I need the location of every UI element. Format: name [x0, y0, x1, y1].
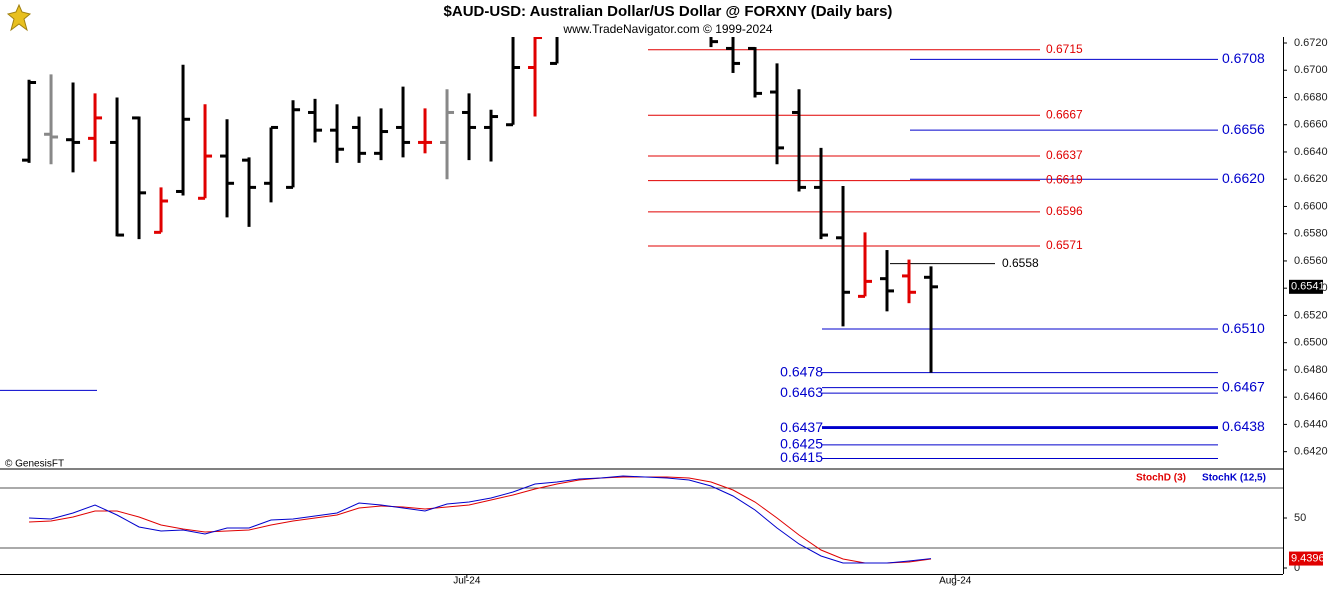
level-label: 0.6478	[780, 363, 823, 379]
watermark: © GenesisFT	[5, 459, 64, 470]
last-price-box	[1289, 279, 1323, 294]
stoch-line	[29, 475, 932, 564]
level-label: 0.6715	[1046, 42, 1083, 56]
level-label: 0.6415	[780, 449, 823, 465]
level-label: 0.6637	[1046, 148, 1083, 162]
y-tick-label: 0.6500	[1294, 337, 1328, 349]
level-label: 0.6620	[1222, 170, 1265, 186]
level-label: 0.6438	[1222, 418, 1265, 434]
y-tick-label: 0.6700	[1294, 64, 1328, 76]
stochastic-panel	[0, 475, 1283, 564]
y-tick-label: 0.6420	[1294, 446, 1328, 458]
y-tick-label: 0.6640	[1294, 146, 1328, 158]
level-label: 0.6596	[1046, 204, 1083, 218]
legend-entry: StochK (12,5)	[1202, 473, 1266, 484]
level-label: 0.6510	[1222, 320, 1265, 336]
level-label: 0.6619	[1046, 173, 1083, 187]
y-tick-label: 0.6680	[1294, 91, 1328, 103]
chart-subtitle: www.TradeNavigator.com © 1999-2024	[562, 22, 772, 36]
y-tick-label: 0.6460	[1294, 391, 1328, 403]
y-tick-label: 0.6560	[1294, 255, 1328, 267]
y-tick-label: 0.6720	[1294, 37, 1328, 49]
y-tick-label: 0.6520	[1294, 309, 1328, 321]
y-tick-label: 50	[1294, 512, 1306, 524]
x-tick-label: Aug-24	[939, 576, 972, 587]
x-tick-label: Jul-24	[453, 576, 481, 587]
level-label: 0.6656	[1222, 121, 1265, 137]
level-label: 0.6437	[780, 419, 823, 435]
last-value-label: 9.4396	[1291, 552, 1325, 564]
stoch-line	[29, 476, 932, 564]
y-tick-label: 0.6620	[1294, 173, 1328, 185]
last-price-label: 0.6541	[1291, 281, 1325, 293]
last-value-box	[1289, 551, 1323, 566]
level-label: 0.6558	[1002, 256, 1039, 270]
y-tick-label: 0.6580	[1294, 228, 1328, 240]
axes: 0.6420 0.6440 0.6460 0.6480 0.6500 0.6520 0.65…	[453, 37, 1327, 587]
legend-entry: StochD (3)	[1136, 473, 1186, 484]
logo	[4, 2, 34, 34]
price-panel	[0, 37, 1218, 459]
level-label: 0.6708	[1222, 50, 1265, 66]
y-tick-label: 0	[1294, 562, 1300, 574]
level-label: 0.6467	[1222, 378, 1265, 394]
level-label: 0.6571	[1046, 238, 1083, 252]
level-label: 0.6463	[780, 384, 823, 400]
y-tick-label: 0.6480	[1294, 364, 1328, 376]
level-label: 0.6667	[1046, 107, 1083, 121]
y-tick-label: 0.6660	[1294, 119, 1328, 131]
y-tick-label: 0.6600	[1294, 200, 1328, 212]
level-label: 0.6425	[780, 436, 823, 452]
y-tick-label: 0.6440	[1294, 418, 1328, 430]
chart-title: $AUD-USD: Australian Dollar/US Dollar @ …	[444, 3, 893, 20]
